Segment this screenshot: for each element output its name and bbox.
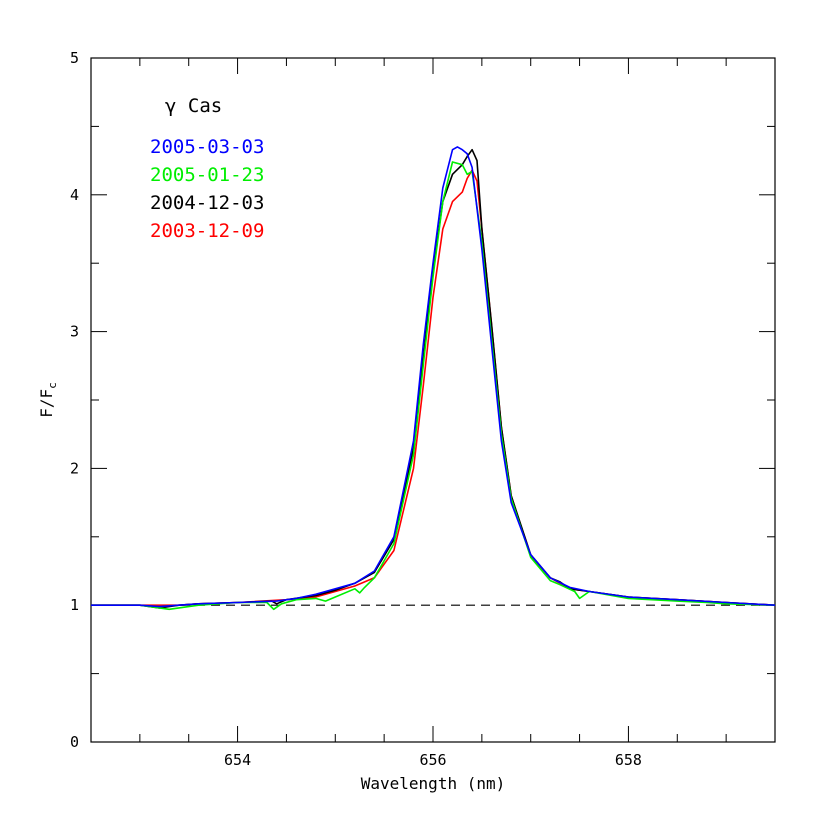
series-line [91,148,776,609]
legend-entry: 2005-01-23 [150,164,264,186]
y-axis-label-subscript: c [46,382,59,389]
y-tick-label: 1 [70,596,79,614]
series-line [91,146,776,608]
axis-tick-labels: 654 656 658 0 1 2 3 4 5 [70,49,642,769]
x-tick-label: 654 [224,751,251,769]
x-tick-label: 658 [615,751,642,769]
series-line [91,161,776,611]
y-tick-label: 3 [70,323,79,341]
y-tick-label: 4 [70,186,79,204]
y-tick-label: 0 [70,733,79,751]
y-tick-label: 2 [70,459,79,477]
x-axis-label: Wavelength (nm) [361,774,506,793]
chart-title: γ Cas [165,95,222,117]
plot-frame [90,57,776,743]
y-axis-label: F/Fc [37,382,59,418]
legend-entry: 2005-03-03 [150,136,264,158]
y-axis-label-main: F/F [37,389,56,418]
axis-ticks [90,57,776,743]
legend-entry: 2004-12-03 [150,192,264,214]
legend-entry: 2003-12-09 [150,220,264,242]
x-tick-label: 656 [419,751,446,769]
series-lines [91,146,776,611]
legend: 2005-03-03 2005-01-23 2004-12-03 2003-12-09 [150,136,264,242]
y-tick-label: 5 [70,49,79,67]
